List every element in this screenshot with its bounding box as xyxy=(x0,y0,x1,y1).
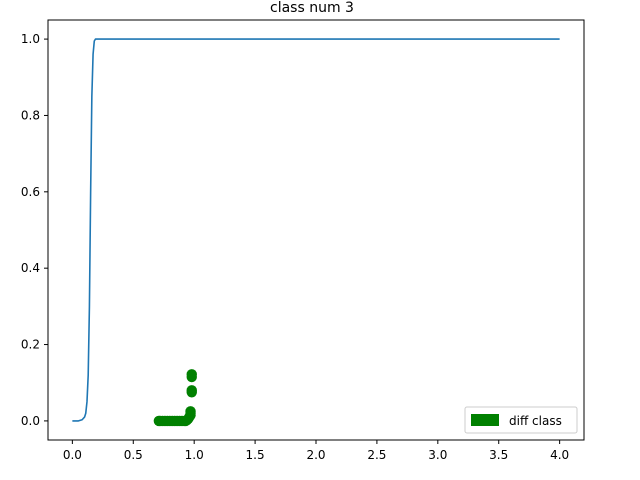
y-tick-label: 0.2 xyxy=(21,338,40,352)
scatter-point xyxy=(186,369,197,380)
legend: diff class xyxy=(464,406,578,434)
y-tick-label: 0.4 xyxy=(21,261,40,275)
x-tick-label: 1.5 xyxy=(246,448,265,462)
x-tick-label: 4.0 xyxy=(550,448,569,462)
y-tick-label: 0.8 xyxy=(21,108,40,122)
legend-box xyxy=(464,406,578,434)
x-tick-label: 3.0 xyxy=(428,448,447,462)
y-tick-label: 0.6 xyxy=(21,185,40,199)
x-tick-label: 3.5 xyxy=(489,448,508,462)
y-axis: 0.0 0.2 0.4 0.6 0.8 1.0 xyxy=(21,32,48,428)
x-axis: 0.0 0.5 1.0 1.5 2.0 2.5 3.0 3.5 4.0 xyxy=(63,440,569,462)
x-tick-label: 0.0 xyxy=(63,448,82,462)
scatter-point xyxy=(186,385,197,396)
legend-swatch xyxy=(471,414,499,426)
plot-area xyxy=(72,38,560,427)
x-tick-label: 2.5 xyxy=(367,448,386,462)
y-tick-label: 1.0 xyxy=(21,32,40,46)
chart-title: class num 3 xyxy=(270,0,354,16)
x-tick-label: 1.0 xyxy=(185,448,204,462)
y-tick-label: 0.0 xyxy=(21,414,40,428)
series-line xyxy=(72,38,560,422)
x-tick-label: 0.5 xyxy=(124,448,143,462)
x-tick-label: 2.0 xyxy=(306,448,325,462)
legend-label: diff class xyxy=(509,414,562,428)
scatter-point xyxy=(185,406,196,417)
